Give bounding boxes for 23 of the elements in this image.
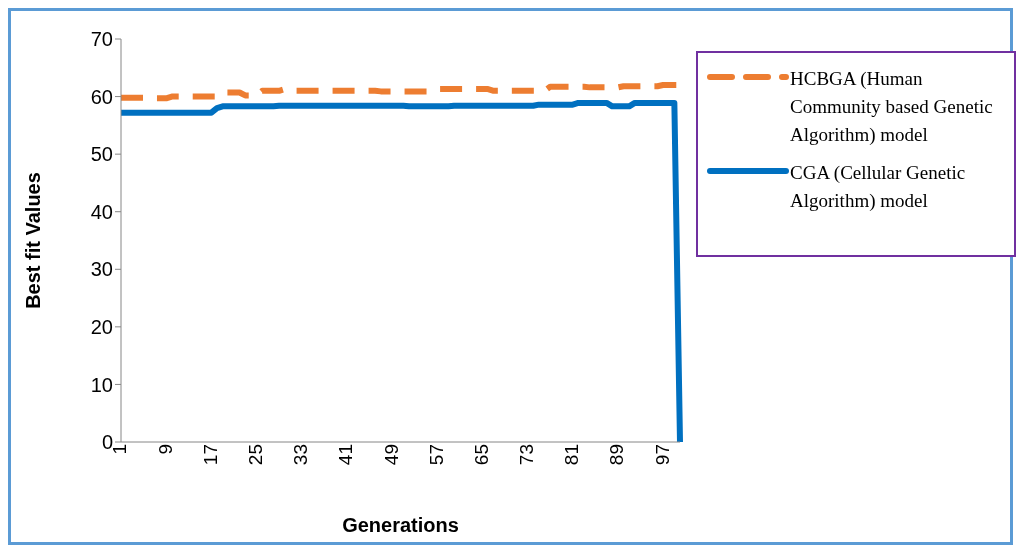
y-tick-label: 30 (90, 258, 113, 281)
y-tick-label: 20 (90, 315, 113, 338)
x-axis-title: Generations (342, 514, 459, 536)
x-tick-label: 89 (606, 444, 628, 466)
y-tick-label: 60 (90, 85, 113, 108)
x-tick-label: 49 (380, 444, 402, 466)
x-tick-label: 41 (335, 444, 357, 466)
legend-label: HCBGA (Human Community based Genetic Algorithm) model (790, 67, 994, 147)
y-tick-label: 70 (90, 28, 113, 51)
x-tick-label: 33 (290, 444, 312, 466)
x-tick-label: 9 (154, 444, 176, 455)
x-tick-label: 57 (425, 444, 447, 466)
x-tick-label: 25 (245, 444, 267, 466)
x-tick-label: 73 (516, 444, 538, 466)
x-tick-label: 81 (561, 444, 583, 466)
y-axis-title: Best fit Values (22, 172, 45, 309)
x-tick-label: 17 (199, 444, 221, 466)
legend-label: CGA (Cellular Genetic Algorithm) model (790, 161, 967, 213)
x-tick-label: 65 (470, 444, 492, 466)
x-tick-label: 97 (651, 444, 673, 466)
y-tick-label: 50 (90, 143, 113, 166)
y-tick-label: 10 (90, 373, 113, 396)
y-tick-label: 40 (90, 200, 113, 223)
